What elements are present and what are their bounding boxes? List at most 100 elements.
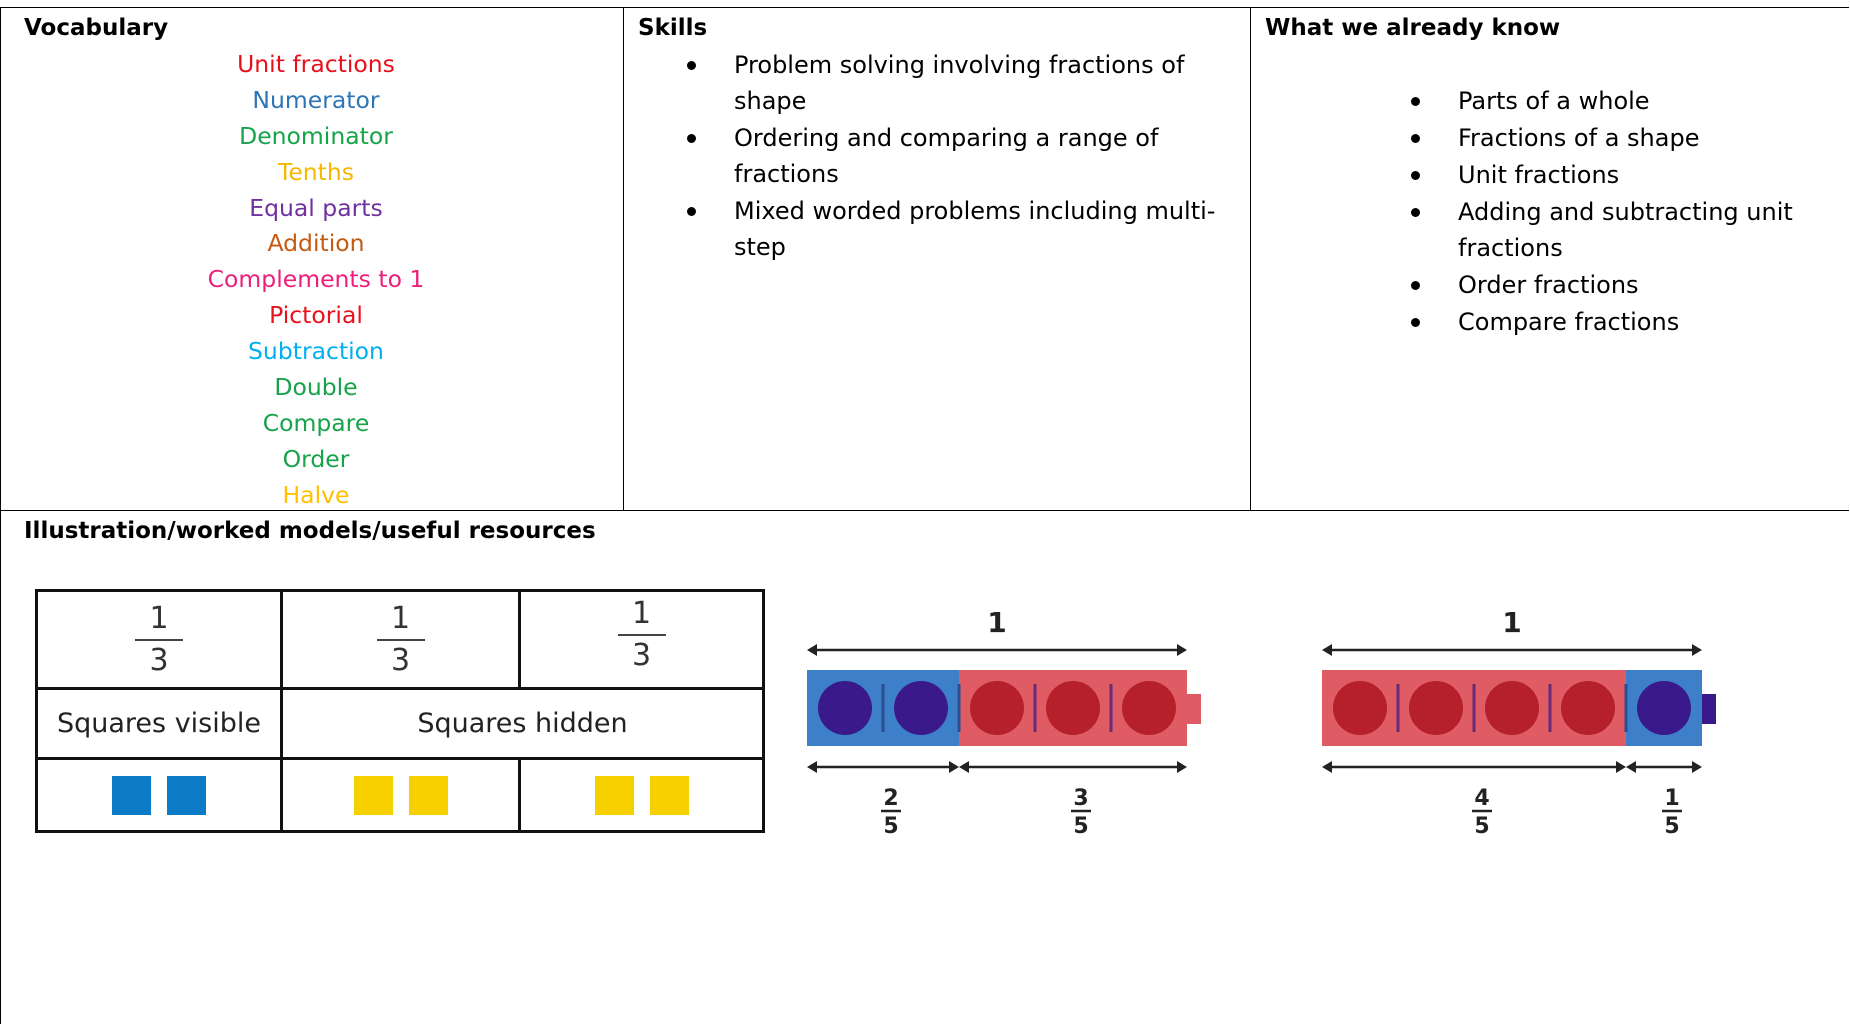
vocabulary-word: Compare bbox=[262, 408, 370, 437]
red-cube-dot bbox=[1046, 681, 1100, 735]
known-item-text: Parts of a whole bbox=[1458, 87, 1650, 115]
bullet-icon bbox=[1411, 208, 1420, 217]
bullet-icon bbox=[1411, 97, 1420, 106]
known-item-text: Order fractions bbox=[1458, 271, 1639, 299]
known-item: Unit fractions bbox=[1411, 157, 1828, 193]
fraction-numerator: 2 bbox=[883, 786, 898, 811]
whole-arrow bbox=[1322, 644, 1702, 656]
known-item: Adding and subtracting unit fractions bbox=[1411, 194, 1828, 266]
fraction-numerator: 1 bbox=[149, 600, 169, 636]
arrow-head-right-icon bbox=[1692, 644, 1702, 656]
vocabulary-word: Unit fractions bbox=[237, 50, 395, 78]
vocabulary-word: Halve bbox=[282, 480, 350, 509]
arrow-head-left-icon bbox=[807, 644, 817, 656]
fraction-cell: 1 3 bbox=[521, 592, 762, 690]
known-item: Compare fractions bbox=[1411, 304, 1828, 340]
skills-item-text: Ordering and comparing a range of fracti… bbox=[734, 124, 1159, 188]
fraction-numerator: 1 bbox=[390, 600, 411, 636]
skills-item-text: Problem solving involving fractions of s… bbox=[734, 51, 1185, 115]
fraction-numerator: 3 bbox=[1073, 786, 1088, 811]
whole-arrow bbox=[807, 644, 1187, 656]
fraction-denominator: 5 bbox=[1073, 814, 1088, 839]
hidden-squares-cell bbox=[283, 760, 521, 830]
bullet-icon bbox=[687, 207, 696, 216]
bullet-icon bbox=[687, 61, 696, 70]
blue-cube-dot bbox=[1637, 681, 1691, 735]
left-part-arrow bbox=[1322, 761, 1626, 773]
vocabulary-word: Complements to 1 bbox=[207, 265, 425, 294]
vocabulary-list: Unit fractions Numerator Denominator Tenths… bbox=[0, 47, 632, 514]
skills-heading: Skills bbox=[638, 15, 708, 41]
fraction: 1 3 bbox=[376, 600, 425, 678]
cube-connector bbox=[1702, 694, 1716, 724]
known-item-text: Unit fractions bbox=[1458, 161, 1620, 189]
fraction-bar bbox=[376, 638, 425, 641]
fraction-denominator: 5 bbox=[883, 814, 898, 839]
skills-item: Problem solving involving fractions of s… bbox=[687, 47, 1224, 119]
known-item: Parts of a whole bbox=[1411, 83, 1828, 119]
fraction-bar bbox=[617, 633, 666, 636]
squares-visible-label: Squares visible bbox=[56, 708, 261, 739]
whole-label: 1 bbox=[1502, 606, 1521, 639]
known-item: Order fractions bbox=[1411, 267, 1828, 303]
fraction: 1 3 bbox=[617, 596, 666, 673]
blue-cube-dot bbox=[894, 681, 948, 735]
blue-square-icon bbox=[167, 775, 206, 815]
red-cube-dot bbox=[1122, 681, 1176, 735]
bullet-icon bbox=[1411, 318, 1420, 327]
document-frame bbox=[0, 7, 1849, 1024]
bullet-icon bbox=[1411, 281, 1420, 290]
vocabulary-word: Double bbox=[274, 373, 358, 402]
bullet-icon bbox=[1411, 171, 1420, 180]
arrow-head-left-icon bbox=[1322, 644, 1332, 656]
right-part-arrow bbox=[959, 761, 1187, 773]
fraction-denominator: 3 bbox=[149, 642, 169, 678]
arrow-head-left-icon bbox=[1322, 761, 1332, 773]
skills-item: Ordering and comparing a range of fracti… bbox=[687, 120, 1224, 192]
arrow-head-right-icon bbox=[1692, 761, 1702, 773]
hidden-label-cell: Squares hidden bbox=[283, 690, 762, 760]
row-divider bbox=[0, 510, 1849, 511]
skills-item: Mixed worded problems including multi-st… bbox=[687, 193, 1224, 265]
column-divider-1 bbox=[623, 7, 624, 510]
hidden-squares-cell bbox=[521, 760, 762, 830]
vocabulary-word: Order bbox=[282, 444, 350, 473]
blue-cube-dot bbox=[818, 681, 872, 735]
skills-item-text: Mixed worded problems including multi-st… bbox=[734, 197, 1216, 261]
visible-squares-cell bbox=[38, 760, 283, 830]
fraction-denominator: 5 bbox=[1664, 814, 1679, 839]
vocabulary-word: Pictorial bbox=[269, 301, 363, 330]
left-part-arrow bbox=[807, 761, 959, 773]
squares-hidden-label: Squares hidden bbox=[417, 708, 628, 739]
skills-list: Problem solving involving fractions of s… bbox=[687, 47, 1224, 266]
known-item-text: Fractions of a shape bbox=[1458, 124, 1700, 152]
vocabulary-word: Tenths bbox=[277, 157, 355, 186]
blue-square-icon bbox=[112, 775, 151, 815]
known-list: Parts of a whole Fractions of a shape Un… bbox=[1411, 83, 1828, 341]
visible-label-cell: Squares visible bbox=[38, 690, 283, 760]
cube-diagram-two-fifths: 1 2 5 3 5 bbox=[807, 606, 1201, 839]
known-item: Fractions of a shape bbox=[1411, 120, 1828, 156]
arrow-head-right-icon bbox=[1177, 761, 1187, 773]
red-cube-dot bbox=[1561, 681, 1615, 735]
fraction-denominator: 3 bbox=[631, 637, 652, 673]
arrow-head-left-icon bbox=[1626, 761, 1636, 773]
arrow-head-right-icon bbox=[1616, 761, 1626, 773]
illustration-heading: Illustration/worked models/useful resour… bbox=[24, 518, 596, 544]
known-item-text: Adding and subtracting unit fractions bbox=[1458, 198, 1793, 262]
fraction-table: 1 3 1 3 1 3 Squares visible Squares hidd… bbox=[35, 589, 765, 833]
red-cube-dot bbox=[970, 681, 1024, 735]
known-heading: What we already know bbox=[1265, 15, 1561, 41]
yellow-square-icon bbox=[408, 775, 448, 815]
fraction-numerator: 1 bbox=[1664, 786, 1679, 811]
red-cube-dot bbox=[1409, 681, 1463, 735]
vocabulary-word: Numerator bbox=[252, 85, 380, 114]
fraction-bar bbox=[135, 638, 183, 641]
vocabulary-word: Denominator bbox=[239, 121, 393, 150]
vocabulary-word: Subtraction bbox=[248, 337, 384, 366]
arrow-head-right-icon bbox=[949, 761, 959, 773]
known-item-text: Compare fractions bbox=[1458, 308, 1680, 336]
fraction-denominator: 3 bbox=[390, 642, 411, 678]
vocabulary-word: Equal parts bbox=[249, 193, 383, 222]
right-part-arrow bbox=[1626, 761, 1702, 773]
